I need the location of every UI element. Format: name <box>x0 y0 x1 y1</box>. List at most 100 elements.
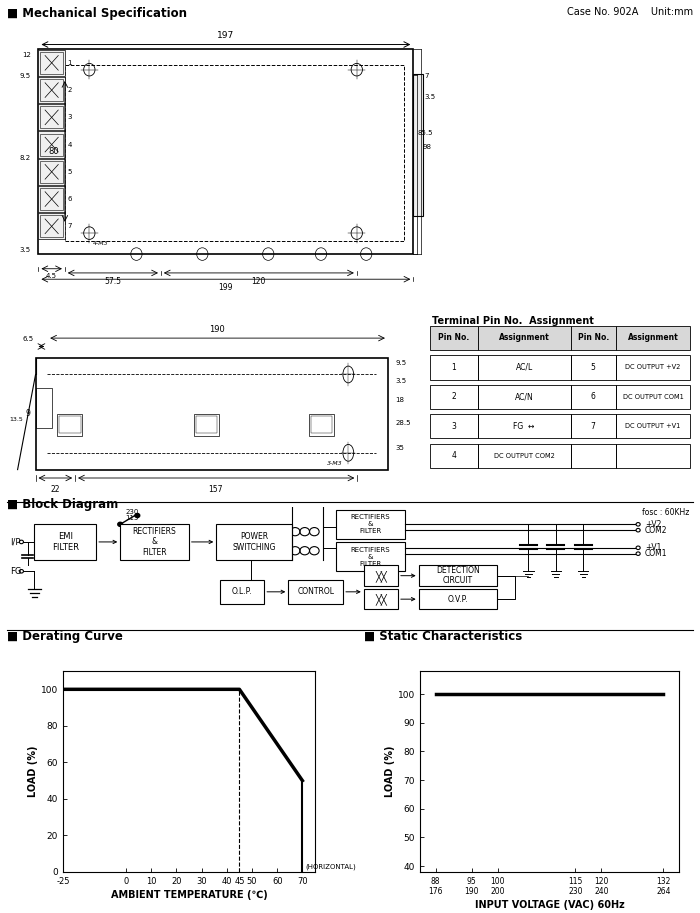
Text: 28.5: 28.5 <box>395 420 410 425</box>
Text: 6.5: 6.5 <box>22 336 34 342</box>
Bar <box>34 524 96 560</box>
Text: 85.5: 85.5 <box>417 130 433 135</box>
Text: 1: 1 <box>68 60 72 66</box>
Text: ╳╳: ╳╳ <box>375 593 386 605</box>
Text: 3.5: 3.5 <box>395 378 406 383</box>
Text: RECTIFIERS
&
FILTER: RECTIFIERS & FILTER <box>351 547 391 567</box>
Text: FG  ↔: FG ↔ <box>513 422 535 431</box>
Bar <box>36 388 52 427</box>
Text: 7: 7 <box>425 73 429 79</box>
Text: ■ Mechanical Specification: ■ Mechanical Specification <box>7 7 187 20</box>
Text: Terminal Pin No.  Assignment: Terminal Pin No. Assignment <box>433 316 594 326</box>
Bar <box>38 104 65 131</box>
Text: +V2: +V2 <box>645 519 662 529</box>
Text: 120: 120 <box>252 278 266 286</box>
Bar <box>616 326 690 350</box>
Text: 2: 2 <box>452 393 456 402</box>
Bar <box>38 186 65 212</box>
Text: DC OUTPUT +V1: DC OUTPUT +V1 <box>626 424 680 429</box>
Bar <box>120 524 189 560</box>
Bar <box>41 188 63 210</box>
Text: I/P: I/P <box>10 538 21 547</box>
Text: 199: 199 <box>218 283 233 292</box>
Text: 98: 98 <box>423 144 432 151</box>
Text: 115: 115 <box>125 515 139 521</box>
Text: 9: 9 <box>25 409 30 418</box>
Text: COM1: COM1 <box>645 549 668 558</box>
Bar <box>419 589 498 610</box>
Bar <box>216 524 292 560</box>
Bar <box>430 326 477 350</box>
Text: ■ Static Characteristics: ■ Static Characteristics <box>364 630 522 643</box>
Bar <box>430 444 477 467</box>
Text: 80: 80 <box>48 147 60 156</box>
Text: 4-M3: 4-M3 <box>93 241 108 246</box>
Text: 18: 18 <box>395 397 404 404</box>
Bar <box>41 106 63 129</box>
Bar <box>477 355 570 380</box>
Bar <box>311 416 332 434</box>
Bar <box>477 444 570 467</box>
Text: 5: 5 <box>591 362 596 372</box>
Bar <box>430 415 477 438</box>
Bar <box>430 355 477 380</box>
Text: 9.5: 9.5 <box>395 360 406 366</box>
Text: 197: 197 <box>217 31 234 40</box>
Y-axis label: LOAD (%): LOAD (%) <box>385 746 395 797</box>
Text: Assignment: Assignment <box>498 333 550 342</box>
Bar <box>38 214 65 239</box>
Text: ■ Block Diagram: ■ Block Diagram <box>7 498 118 510</box>
Bar <box>41 215 63 237</box>
Bar <box>364 565 398 586</box>
Text: ■ Derating Curve: ■ Derating Curve <box>7 630 123 643</box>
Circle shape <box>118 522 122 527</box>
Bar <box>38 50 65 76</box>
Text: AC/L: AC/L <box>515 362 533 372</box>
Bar <box>220 580 265 603</box>
Bar <box>195 416 217 434</box>
Bar <box>616 355 690 380</box>
Text: 7: 7 <box>68 224 72 229</box>
Text: 9.5: 9.5 <box>20 73 31 79</box>
Bar <box>364 589 398 610</box>
Circle shape <box>135 513 140 518</box>
Text: AC/N: AC/N <box>514 393 533 402</box>
Text: CONTROL: CONTROL <box>298 587 334 596</box>
Text: 7: 7 <box>591 422 596 431</box>
Text: 3: 3 <box>68 114 72 121</box>
Text: 3: 3 <box>452 422 456 431</box>
Text: COM2: COM2 <box>645 526 668 535</box>
Text: 3.5: 3.5 <box>425 94 435 100</box>
Bar <box>41 161 63 183</box>
Bar <box>570 415 616 438</box>
Text: 190: 190 <box>209 325 225 334</box>
X-axis label: AMBIENT TEMPERATURE (℃): AMBIENT TEMPERATURE (℃) <box>111 890 267 900</box>
Text: 3.5: 3.5 <box>20 247 31 253</box>
Bar <box>38 48 413 254</box>
Text: fosc : 60KHz: fosc : 60KHz <box>642 509 690 517</box>
Text: 230: 230 <box>125 509 139 515</box>
Text: 157: 157 <box>208 485 223 494</box>
Text: 2: 2 <box>68 87 72 93</box>
Bar <box>336 542 405 572</box>
Text: DETECTION
CIRCUIT: DETECTION CIRCUIT <box>436 566 480 585</box>
Bar <box>477 384 570 409</box>
Text: Pin No.: Pin No. <box>578 333 609 342</box>
Bar <box>41 79 63 101</box>
Bar <box>57 414 83 436</box>
Bar <box>477 326 570 350</box>
Bar <box>570 355 616 380</box>
Text: RECTIFIERS
&
FILTER: RECTIFIERS & FILTER <box>351 514 391 534</box>
Text: 6: 6 <box>68 196 72 202</box>
Text: 22: 22 <box>50 485 60 494</box>
Text: 35: 35 <box>395 445 404 451</box>
Bar <box>616 415 690 438</box>
Bar <box>194 414 219 436</box>
Bar <box>309 414 334 436</box>
Bar <box>38 159 65 185</box>
Bar <box>65 66 404 242</box>
Text: 4: 4 <box>68 142 72 148</box>
Bar <box>419 565 498 586</box>
Bar <box>570 326 616 350</box>
Bar <box>616 384 690 409</box>
